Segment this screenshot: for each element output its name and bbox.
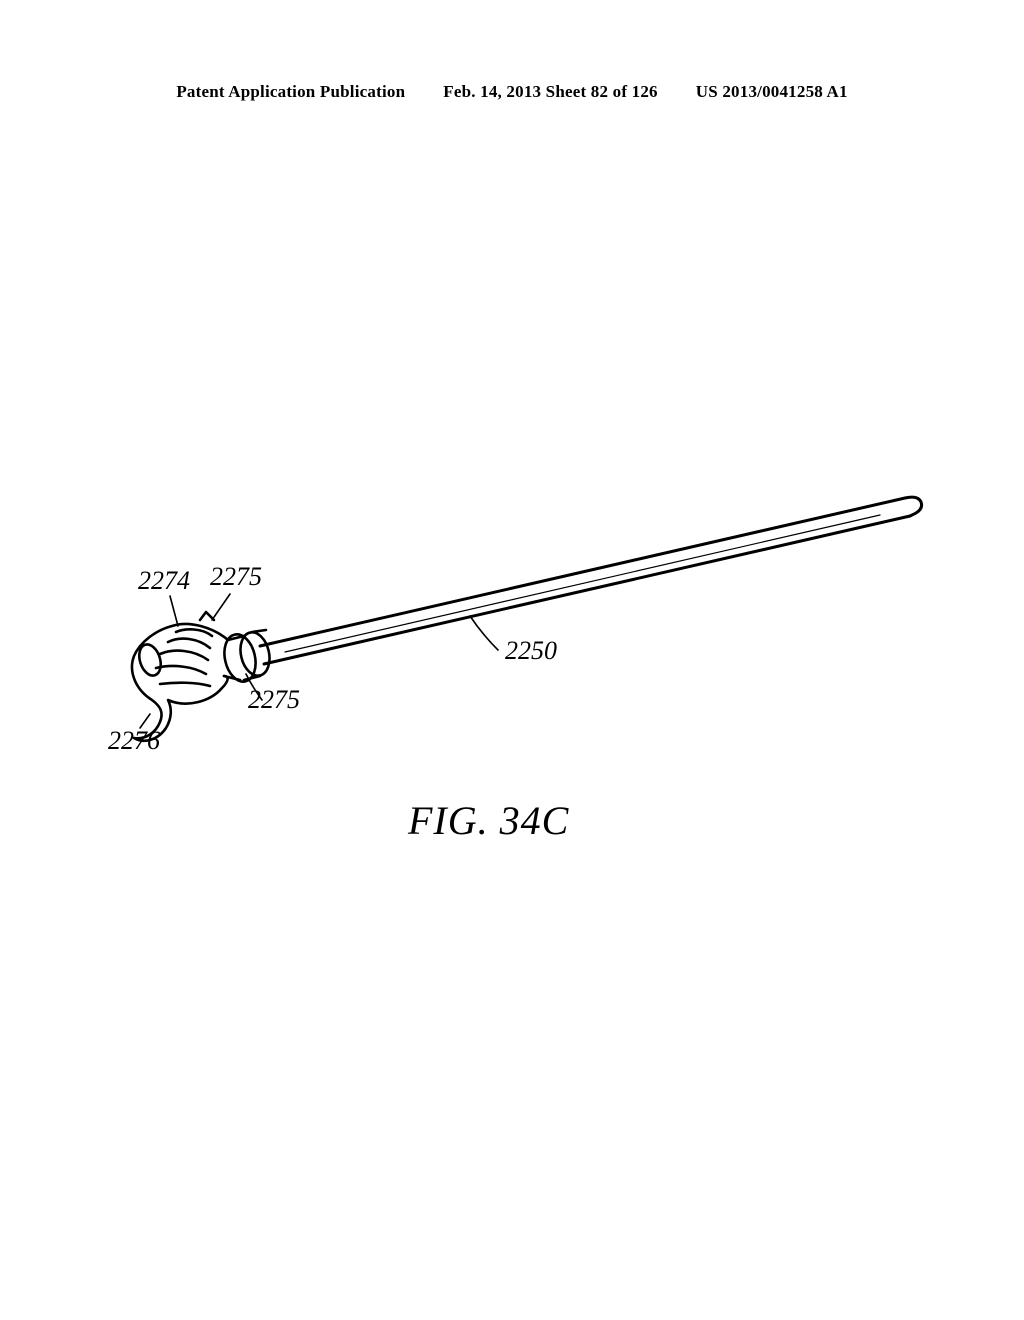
ref-2275-upper: 2275 (210, 562, 262, 592)
ref-2275-lower: 2275 (248, 685, 300, 715)
ref-2276: 2276 (108, 726, 160, 756)
page: Patent Application Publication Feb. 14, … (0, 0, 1024, 1320)
ref-2250: 2250 (505, 636, 557, 666)
figure-area: 2274 2275 2275 2276 2250 FIG. 34C (0, 0, 1024, 1320)
figure-label: FIG. 34C (408, 797, 569, 844)
ref-2274: 2274 (138, 566, 190, 596)
